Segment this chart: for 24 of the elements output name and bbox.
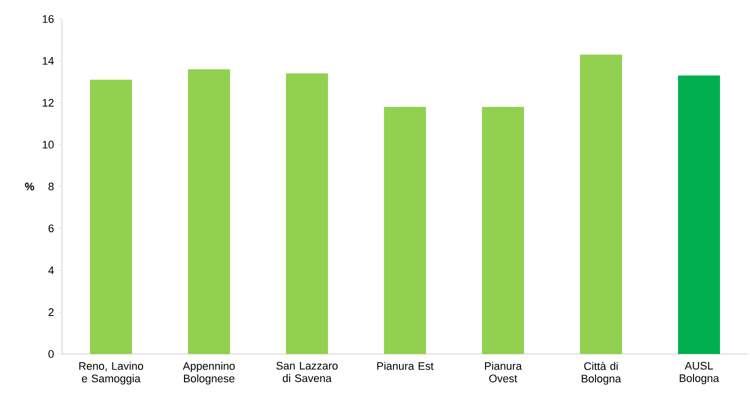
bar xyxy=(188,69,230,354)
x-tick-label: Appennino Bolognese xyxy=(182,362,235,385)
x-tick-label: Pianura Est xyxy=(377,362,434,370)
bar xyxy=(90,80,132,354)
bar xyxy=(286,73,328,354)
x-tick-label: San Lazzaro di Savena xyxy=(276,362,338,382)
y-tick-label: 10 xyxy=(42,140,54,149)
y-tick-label: 14 xyxy=(42,57,54,65)
x-tick-label: Città di Bologna xyxy=(582,362,622,385)
x-tick-label: AUSL Bologna xyxy=(680,362,720,384)
y-tick-label: 6 xyxy=(48,224,54,232)
y-tick-label: 16 xyxy=(42,15,54,23)
y-tick-label: 8 xyxy=(48,182,54,190)
y-axis-title: % xyxy=(24,182,34,190)
y-tick-label: 12 xyxy=(42,98,54,107)
y-tick-label: 2 xyxy=(48,308,54,316)
bar xyxy=(482,106,524,354)
bar xyxy=(580,54,622,354)
x-tick-label: Pianura Ovest xyxy=(485,362,522,382)
bar xyxy=(678,76,720,354)
y-tick-label: 0 xyxy=(48,350,54,358)
bar xyxy=(384,106,426,354)
x-tick-label: Reno, Lavino e Samoggia xyxy=(79,362,144,385)
y-tick-label: 4 xyxy=(48,266,54,274)
